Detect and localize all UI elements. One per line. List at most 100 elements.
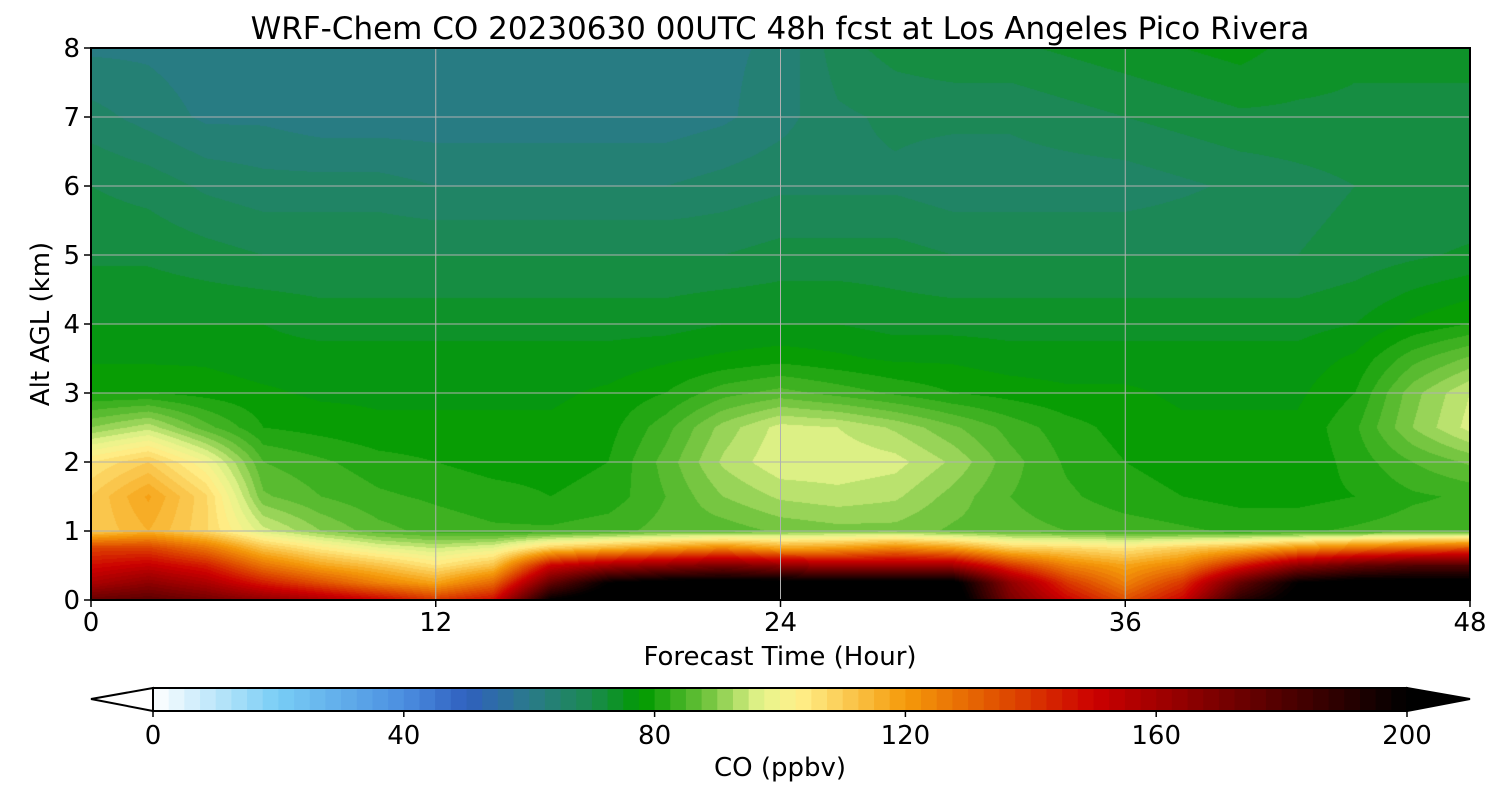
colorbar-segment	[670, 688, 687, 711]
colorbar-segment	[1015, 688, 1032, 711]
colorbar-segment	[1124, 688, 1142, 711]
colorbar-segment	[1250, 688, 1267, 711]
x-tick-label: 24	[764, 608, 797, 638]
colorbar-segment	[607, 688, 624, 711]
colorbar-segment	[200, 688, 217, 711]
colorbar-segment	[858, 688, 875, 711]
colorbar-segment	[717, 688, 734, 711]
colorbar-segment	[811, 688, 828, 711]
colorbar-segment	[1281, 688, 1298, 711]
colorbar-tick-label: 120	[881, 721, 931, 751]
colorbar-segment	[341, 688, 358, 711]
colorbar-segment	[529, 688, 546, 711]
colorbar-segment	[356, 688, 374, 711]
colorbar-segment	[654, 688, 671, 711]
x-tick-label: 0	[83, 608, 100, 638]
colorbar-segment	[889, 688, 906, 711]
colorbar-segment	[1077, 688, 1095, 711]
colorbar-segment	[1156, 688, 1173, 711]
colorbar-segment	[701, 688, 718, 711]
colorbar-segment	[1171, 688, 1189, 711]
colorbar-segment	[1265, 688, 1283, 711]
colorbar-segment	[309, 688, 327, 711]
colorbar-segment	[764, 688, 781, 711]
colorbar-segment	[497, 688, 515, 711]
colorbar-segment	[435, 688, 452, 711]
x-axis: 0 12 24 36 48	[83, 600, 1487, 638]
colorbar-segment	[544, 688, 562, 711]
y-tick-label: 1	[63, 517, 80, 547]
colorbar-segment	[1297, 688, 1314, 711]
colorbar-segment	[623, 688, 640, 711]
colorbar-segment	[184, 688, 201, 711]
colorbar-segment	[450, 688, 468, 711]
colorbar-segment	[874, 688, 891, 711]
colorbar-segment	[905, 688, 922, 711]
colorbar-segment	[560, 688, 577, 711]
colorbar-segment	[1375, 688, 1392, 711]
colorbar: 0 40 80 120 160 200	[90, 686, 1471, 751]
y-tick-label: 2	[63, 448, 80, 478]
colorbar-frame	[152, 687, 1408, 712]
colorbar-segment	[1359, 688, 1377, 711]
colorbar-segment	[1030, 688, 1048, 711]
y-tick-label: 3	[63, 379, 80, 409]
plot-area	[90, 47, 1471, 601]
colorbar-segment	[466, 688, 483, 711]
colorbar-segment	[1312, 688, 1330, 711]
colorbar-segment	[153, 688, 170, 711]
colorbar-label: CO (ppbv)	[714, 753, 846, 783]
colorbar-segment	[1062, 688, 1079, 711]
colorbar-segment	[1187, 688, 1204, 711]
colorbar-segment	[1109, 688, 1126, 711]
colorbar-tick-label: 40	[387, 721, 420, 751]
colorbar-segment	[732, 688, 750, 711]
colorbar-tick-label: 200	[1382, 721, 1432, 751]
colorbar-segment	[795, 688, 812, 711]
y-tick-label: 5	[63, 241, 80, 271]
colorbar-segment	[215, 688, 232, 711]
colorbar-segment	[513, 688, 530, 711]
x-tick-label: 12	[419, 608, 452, 638]
colorbar-segment	[419, 688, 436, 711]
colorbar-over-arrow	[1406, 686, 1471, 713]
colorbar-segment	[482, 688, 499, 711]
x-tick-label: 48	[1453, 608, 1486, 638]
colorbar-segment	[1093, 688, 1110, 711]
colorbar-tick-label: 80	[638, 721, 671, 751]
colorbar-segment	[999, 688, 1016, 711]
x-axis-label: Forecast Time (Hour)	[643, 642, 916, 672]
y-axis-label: Alt AGL (km)	[26, 242, 56, 406]
colorbar-segment	[780, 688, 797, 711]
y-tick-label: 8	[63, 34, 80, 64]
colorbar-segment	[403, 688, 421, 711]
colorbar-segment	[325, 688, 342, 711]
colorbar-segments	[153, 688, 1408, 711]
colorbar-segment	[294, 688, 311, 711]
colorbar-segment	[748, 688, 765, 711]
colorbar-segment	[576, 688, 593, 711]
colorbar-under-arrow	[90, 686, 154, 713]
colorbar-segment	[591, 688, 609, 711]
colorbar-tick-label: 160	[1131, 721, 1181, 751]
y-tick-label: 6	[63, 172, 80, 202]
colorbar-segment	[262, 688, 279, 711]
x-tick-label: 36	[1109, 608, 1142, 638]
y-tick-label: 0	[63, 586, 80, 616]
colorbar-segment	[1391, 688, 1408, 711]
colorbar-segment	[247, 688, 264, 711]
colorbar-segment	[921, 688, 938, 711]
chart-title: WRF-Chem CO 20230630 00UTC 48h fcst at L…	[251, 11, 1310, 47]
colorbar-segment	[638, 688, 656, 711]
colorbar-segment	[168, 688, 185, 711]
colorbar-segment	[827, 688, 844, 711]
colorbar-segment	[1328, 688, 1345, 711]
colorbar-segment	[842, 688, 859, 711]
y-tick-label: 4	[63, 310, 80, 340]
colorbar-segment	[968, 688, 985, 711]
colorbar-segment	[1140, 688, 1157, 711]
colorbar-segment	[1234, 688, 1251, 711]
colorbar-segment	[983, 688, 1001, 711]
colorbar-segment	[685, 688, 703, 711]
